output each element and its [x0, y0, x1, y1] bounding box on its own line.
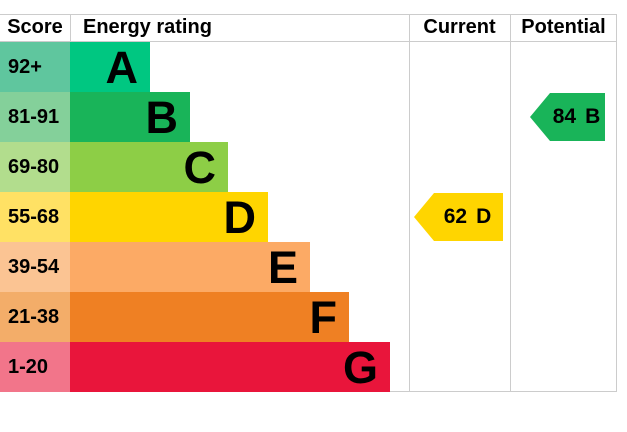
potential-column-divider: [510, 14, 511, 391]
score-range-a: 92+: [0, 42, 70, 92]
potential-rating-band: B: [585, 105, 601, 128]
current-rating-arrow: 62 D: [414, 193, 503, 241]
energy-rating-column-header: Energy rating: [83, 16, 212, 38]
current-rating-value: 62: [443, 205, 468, 228]
potential-rating-arrow: 84 B: [530, 93, 605, 141]
score-range-f: 21-38: [0, 292, 70, 342]
score-range-e: 39-54: [0, 242, 70, 292]
band-row-g: 1-20 G: [0, 342, 390, 392]
band-row-a: 92+ A: [0, 42, 150, 92]
score-range-b: 81-91: [0, 92, 70, 142]
header-bottom-border: [0, 41, 617, 42]
potential-column-header: Potential: [521, 16, 606, 38]
band-bar-d: D: [70, 192, 268, 242]
score-range-c: 69-80: [0, 142, 70, 192]
current-rating-band: D: [476, 205, 492, 228]
band-letter-g: G: [342, 341, 378, 393]
table-border-right: [616, 14, 617, 391]
score-range-g: 1-20: [0, 342, 70, 392]
table-border-top: [0, 14, 617, 15]
band-letter-f: F: [309, 291, 338, 343]
band-bar-b: B: [70, 92, 190, 142]
band-letter-e: E: [267, 241, 298, 293]
band-bar-g: G: [70, 342, 390, 392]
band-letter-b: B: [145, 91, 179, 143]
band-row-d: 55-68 D: [0, 192, 268, 242]
score-column-divider: [70, 14, 71, 41]
band-row-c: 69-80 C: [0, 142, 228, 192]
band-row-f: 21-38 F: [0, 292, 349, 342]
band-letter-d: D: [223, 191, 257, 243]
band-row-b: 81-91 B: [0, 92, 190, 142]
score-column-header: Score: [7, 16, 63, 38]
score-range-d: 55-68: [0, 192, 70, 242]
band-bar-c: C: [70, 142, 228, 192]
band-bar-e: E: [70, 242, 310, 292]
band-bar-f: F: [70, 292, 349, 342]
potential-rating-value: 84: [552, 105, 577, 128]
current-column-header: Current: [423, 16, 496, 38]
band-letter-a: A: [105, 41, 139, 93]
band-letter-c: C: [183, 141, 217, 193]
current-column-divider: [409, 14, 410, 391]
band-row-e: 39-54 E: [0, 242, 310, 292]
band-bar-a: A: [70, 42, 150, 92]
